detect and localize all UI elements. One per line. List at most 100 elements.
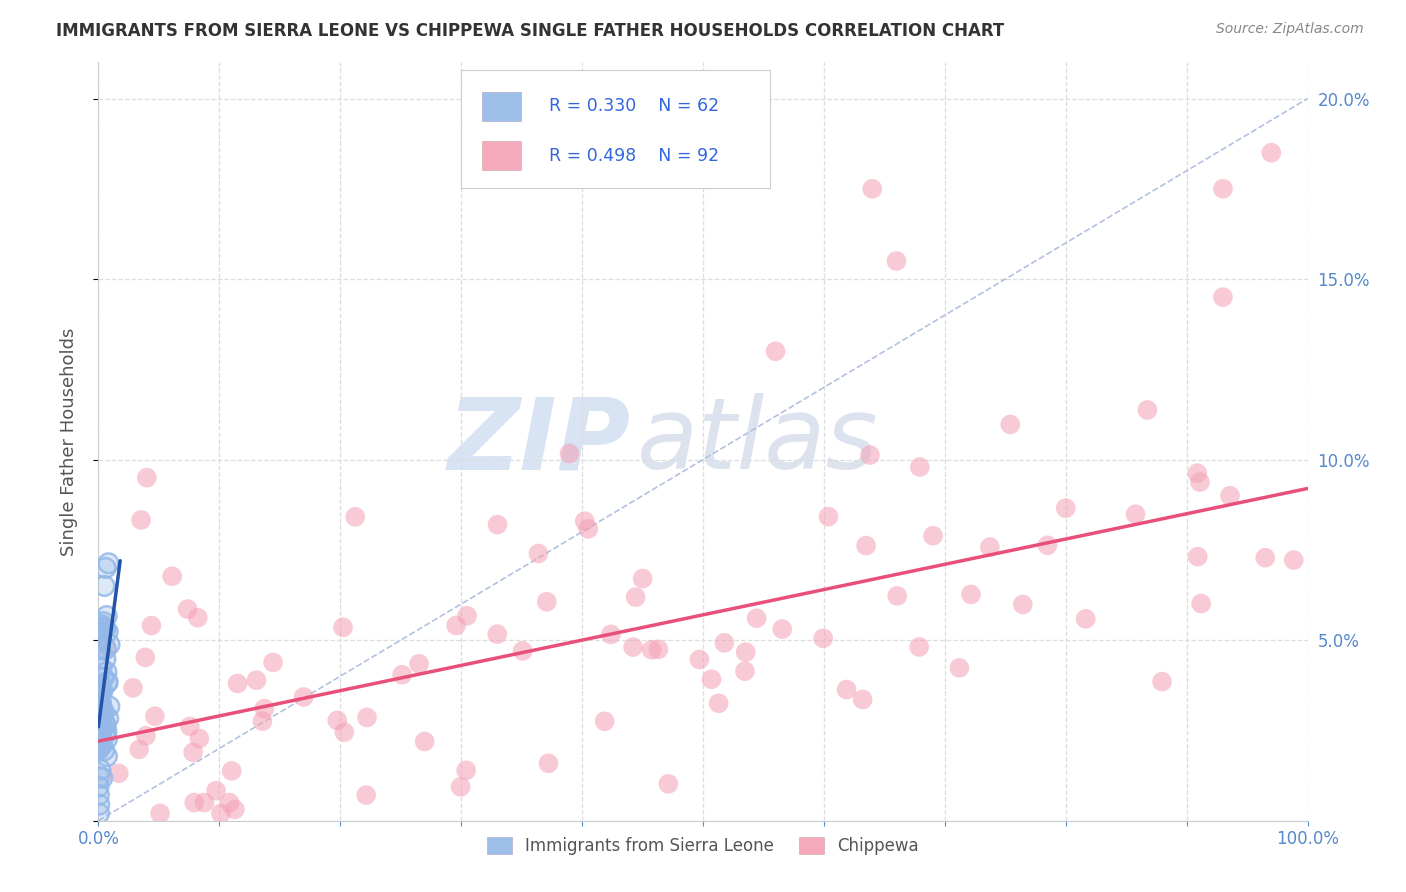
- Point: [89, 681, 111, 695]
- Point: [181, 745, 204, 759]
- Point: [89, 733, 111, 747]
- Point: [90, 684, 112, 698]
- Point: [89, 696, 111, 710]
- Point: [141, 618, 163, 632]
- Point: [745, 611, 768, 625]
- Point: [89, 696, 111, 710]
- FancyBboxPatch shape: [482, 141, 520, 170]
- Point: [97, 556, 120, 570]
- Point: [852, 692, 875, 706]
- Legend: Immigrants from Sierra Leone, Chippewa: Immigrants from Sierra Leone, Chippewa: [481, 830, 925, 862]
- Point: [91, 708, 114, 723]
- Point: [90, 704, 112, 718]
- Point: [326, 714, 349, 728]
- Point: [94, 652, 117, 666]
- Point: [90, 696, 112, 710]
- Point: [96, 609, 118, 624]
- Point: [89, 688, 111, 702]
- Point: [90, 714, 112, 729]
- Point: [1212, 182, 1234, 196]
- Point: [90, 684, 112, 698]
- Point: [1054, 501, 1077, 516]
- Point: [94, 641, 117, 656]
- Point: [89, 632, 111, 646]
- Point: [713, 636, 735, 650]
- Point: [94, 717, 117, 731]
- Point: [1074, 612, 1097, 626]
- Point: [94, 727, 117, 741]
- Point: [90, 662, 112, 676]
- Point: [89, 725, 111, 739]
- Y-axis label: Single Father Households: Single Father Households: [59, 327, 77, 556]
- Point: [93, 715, 115, 730]
- Point: [96, 675, 118, 690]
- Point: [292, 690, 315, 704]
- Point: [456, 764, 478, 778]
- Point: [90, 631, 112, 645]
- Point: [96, 609, 118, 624]
- Point: [89, 700, 111, 714]
- Point: [1187, 549, 1209, 564]
- Point: [332, 620, 354, 634]
- Point: [90, 725, 112, 739]
- FancyBboxPatch shape: [482, 92, 520, 120]
- Point: [89, 770, 111, 784]
- Point: [1282, 553, 1305, 567]
- Point: [979, 540, 1001, 554]
- Point: [89, 681, 111, 695]
- Point: [631, 572, 654, 586]
- Point: [89, 641, 111, 656]
- Point: [96, 724, 118, 739]
- Point: [450, 780, 472, 794]
- Point: [89, 688, 111, 702]
- Point: [621, 640, 644, 654]
- Point: [89, 797, 111, 812]
- Point: [813, 632, 835, 646]
- Point: [188, 731, 211, 746]
- Point: [444, 618, 467, 632]
- Point: [90, 722, 112, 736]
- Point: [90, 725, 112, 739]
- Point: [87, 719, 110, 733]
- Point: [97, 675, 120, 690]
- Point: [356, 710, 378, 724]
- Point: [87, 780, 110, 794]
- Point: [89, 733, 111, 747]
- Point: [87, 742, 110, 756]
- Point: [89, 632, 111, 646]
- Point: [486, 517, 509, 532]
- Point: [98, 699, 121, 714]
- Point: [886, 254, 908, 268]
- Point: [770, 622, 793, 636]
- Point: [593, 714, 616, 729]
- Point: [960, 587, 983, 601]
- Point: [89, 700, 111, 714]
- Point: [89, 641, 111, 656]
- Point: [948, 661, 970, 675]
- Point: [89, 729, 111, 743]
- Point: [537, 756, 560, 771]
- Point: [94, 727, 117, 741]
- Point: [87, 742, 110, 756]
- Point: [94, 561, 117, 575]
- Point: [91, 738, 114, 752]
- Point: [89, 729, 111, 743]
- Point: [89, 708, 111, 723]
- Point: [98, 638, 121, 652]
- Point: [1000, 417, 1022, 432]
- Point: [97, 711, 120, 725]
- Point: [97, 711, 120, 725]
- Point: [408, 657, 430, 671]
- Point: [1188, 475, 1211, 489]
- Text: R = 0.498    N = 92: R = 0.498 N = 92: [550, 146, 720, 165]
- Point: [93, 579, 115, 593]
- Point: [176, 602, 198, 616]
- Point: [98, 699, 121, 714]
- Point: [512, 644, 534, 658]
- Point: [87, 739, 110, 753]
- Point: [93, 579, 115, 593]
- Point: [413, 734, 436, 748]
- Text: R = 0.330    N = 62: R = 0.330 N = 62: [550, 97, 720, 115]
- Point: [87, 739, 110, 753]
- Point: [765, 344, 787, 359]
